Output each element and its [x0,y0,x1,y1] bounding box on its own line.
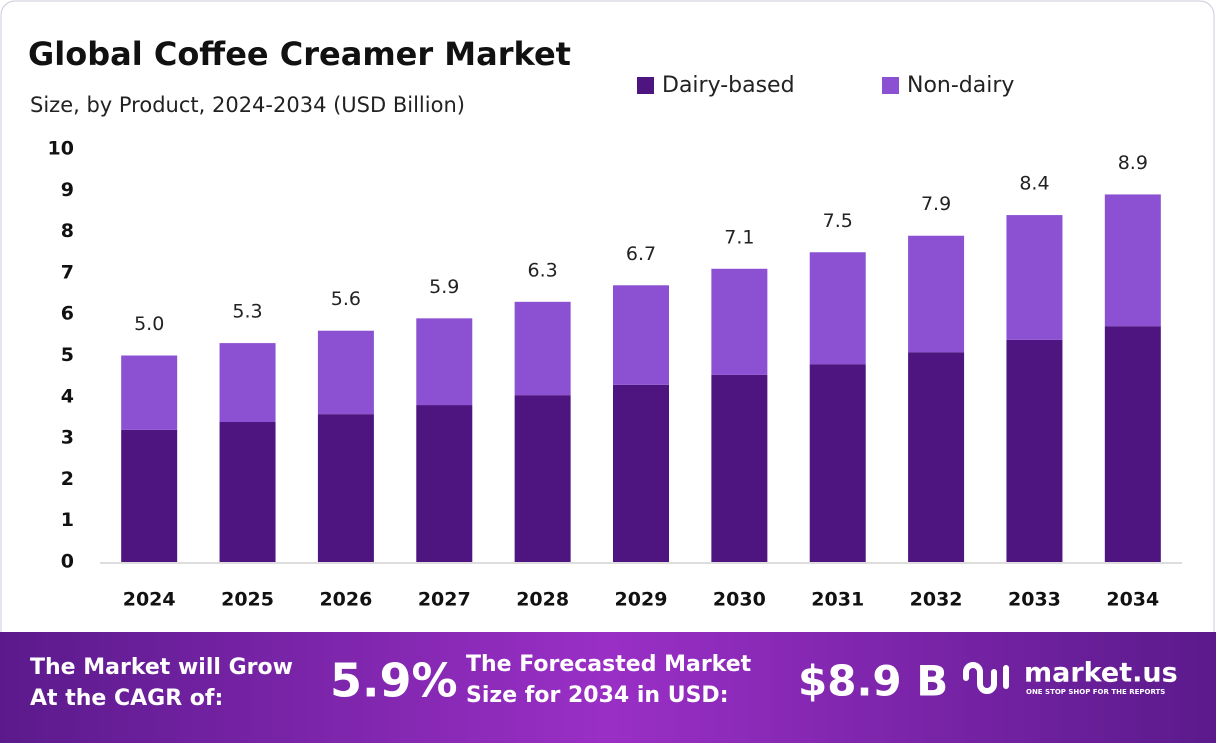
y-tick-label: 8 [61,220,74,242]
bar-segment [613,384,669,562]
cagr-value: 5.9% [330,654,458,708]
bar-segment [908,352,965,562]
x-tick-label: 2024 [123,589,176,611]
y-tick-label: 1 [61,509,74,531]
bar-segment [809,364,866,562]
forecast-text: Size for 2034 in USD: [466,683,729,708]
cagr-text: The Market will Grow [30,655,293,680]
x-tick-label: 2033 [1008,589,1061,611]
y-tick-label: 6 [61,303,74,325]
total-label: 8.9 [1118,152,1148,174]
bar-segment [317,414,374,562]
bar-segment [1006,215,1063,340]
total-label: 8.4 [1019,173,1049,195]
brand-name: market.us [1024,658,1178,689]
y-tick-label: 10 [48,138,74,160]
cagr-text: At the CAGR of: [30,686,223,711]
bar-segment [219,421,276,562]
y-tick-label: 3 [61,427,74,449]
bar-segment [514,301,571,396]
brand-logo [963,662,1009,694]
total-label: 5.9 [429,276,459,298]
x-tick-label: 2027 [418,589,471,611]
total-label: 7.9 [921,193,951,215]
total-label: 7.1 [724,226,754,248]
total-label: 6.3 [528,259,558,281]
bar-segment [121,355,178,430]
legend-label: Non-dairy [907,73,1014,98]
legend-swatch [637,77,654,94]
bar-segment [711,374,768,562]
y-tick-label: 4 [61,385,74,407]
bar-segment [416,318,473,406]
forecast-text: The Forecasted Market [466,652,752,677]
bar-segment [809,252,866,365]
chart-subtitle: Size, by Product, 2024-2034 (USD Billion… [30,93,465,117]
total-label: 5.0 [134,313,164,335]
x-tick-label: 2025 [221,589,274,611]
y-tick-label: 0 [61,551,74,573]
bar-segment [514,395,571,562]
total-label: 5.3 [232,301,262,323]
total-label: 6.7 [626,243,656,265]
bar-segment [317,330,374,415]
y-tick-label: 9 [61,179,74,201]
bar-segment [121,429,178,562]
x-tick-label: 2029 [615,589,668,611]
x-tick-label: 2032 [910,589,963,611]
bar-segment [613,285,669,385]
brand-tagline: ONE STOP SHOP FOR THE REPORTS [1026,688,1165,696]
forecast-value: $8.9 B [798,657,948,706]
x-tick-label: 2028 [516,589,569,611]
total-label: 7.5 [823,210,853,232]
x-tick-label: 2034 [1106,589,1159,611]
legend-swatch [882,77,899,94]
bar-segment [219,343,276,422]
y-tick-label: 7 [61,261,74,283]
total-label: 5.6 [331,288,361,310]
bar-segment [1006,339,1063,562]
bar-segment [1104,326,1161,562]
y-tick-label: 5 [61,344,74,366]
legend-label: Dairy-based [662,73,795,98]
footer-band [0,632,1216,743]
x-tick-label: 2030 [713,589,766,611]
chart-title: Global Coffee Creamer Market [28,35,571,73]
bar-segment [908,235,965,353]
x-tick-label: 2026 [319,589,372,611]
bar-segment [1104,194,1161,327]
bar-segment [711,268,768,375]
x-tick-label: 2031 [811,589,864,611]
y-tick-label: 2 [61,468,74,490]
bar-segment [416,405,473,562]
